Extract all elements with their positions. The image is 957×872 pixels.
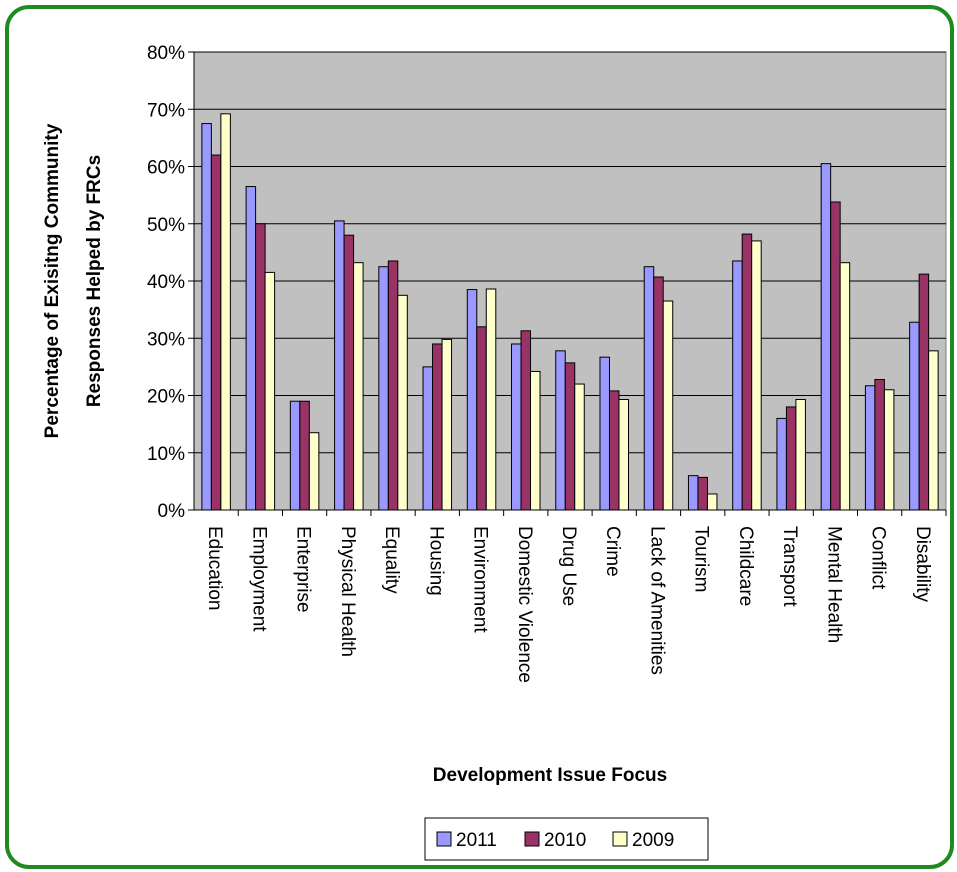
bar-2010-employment <box>255 223 266 511</box>
x-category-label: Environment <box>470 526 491 633</box>
x-category-label: Transport <box>779 526 800 607</box>
x-category-label: Education <box>204 526 225 611</box>
bar-2009-environment <box>485 288 497 511</box>
bar-2011-education <box>201 123 212 511</box>
bars <box>201 113 939 511</box>
y-tick-labels: 0% 10% 20% 30% 40% 50% 60% 70% 80% <box>147 43 185 522</box>
x-category-label: Physical Health <box>337 526 358 657</box>
y-tick-label: 0% <box>158 501 186 522</box>
bar-2010-tourism <box>697 476 708 511</box>
bar-2009-crime <box>618 399 629 511</box>
bar-2010-disability <box>918 273 930 511</box>
bar-2011-drug-use <box>555 350 566 511</box>
y-axis-title-line1: Percentage of Exisitng Community <box>42 123 63 438</box>
legend-swatch-2011 <box>436 831 452 847</box>
bar-2010-drug-use <box>564 362 576 511</box>
x-category-labels: Education Employment Enterprise Physical He… <box>204 526 933 683</box>
y-tick-label: 50% <box>147 215 185 236</box>
y-tick-label: 10% <box>147 444 185 465</box>
y-axis-title-line2: Responses Helped by FRCs <box>84 155 105 407</box>
bar-2011-tourism <box>687 475 699 511</box>
legend-swatch-2010 <box>524 831 540 847</box>
bar-2009-tourism <box>706 493 718 511</box>
x-category-label: Childcare <box>735 526 756 606</box>
x-category-label: Conflict <box>868 526 889 590</box>
bar-2009-equality <box>397 294 408 511</box>
x-category-label: Housing <box>425 526 446 596</box>
x-category-label: Drug Use <box>558 526 579 606</box>
y-tick-label: 70% <box>147 100 185 121</box>
legend-label-2010: 2010 <box>544 830 586 851</box>
y-tick-label: 30% <box>147 329 185 350</box>
y-tick-label: 60% <box>147 158 185 179</box>
bar-2011-lack-of-amenities <box>643 266 655 511</box>
x-category-label: Enterprise <box>293 526 314 613</box>
bar-2010-conflict <box>874 378 885 511</box>
x-category-label: Employment <box>248 526 269 632</box>
bar-2011-employment <box>245 186 257 511</box>
bar-2009-mental-health <box>839 262 851 511</box>
bar-2010-domestic-violence <box>520 330 532 511</box>
legend-box <box>424 817 709 861</box>
x-category-label: Disability <box>912 526 933 603</box>
axes <box>188 51 947 516</box>
bar-2010-transport <box>785 406 797 511</box>
bar-2010-housing <box>432 343 443 511</box>
bar-2011-mental-health <box>820 163 832 511</box>
bar-2009-conflict <box>883 389 895 511</box>
bar-2009-physical-health <box>353 262 364 511</box>
bar-2009-disability <box>928 350 939 511</box>
legend-swatch-2009 <box>612 831 628 847</box>
bar-2009-lack-of-amenities <box>662 300 674 511</box>
bar-2010-environment <box>476 326 487 511</box>
legend: 2011 2010 2009 <box>424 817 709 861</box>
bar-2011-childcare <box>732 260 743 511</box>
bar-2010-education <box>210 154 222 511</box>
bar-2010-physical-health <box>343 234 355 511</box>
bar-2011-housing <box>422 366 434 511</box>
bar-2011-crime <box>599 356 610 511</box>
legend-label-2011: 2011 <box>456 830 497 851</box>
bar-2011-domestic-violence <box>511 343 522 511</box>
bar-2011-enterprise <box>289 400 301 511</box>
x-category-label: Tourism <box>691 526 712 593</box>
x-axis-title: Development Issue Focus <box>433 765 667 786</box>
bar-2009-education <box>220 113 231 511</box>
bar-2011-physical-health <box>334 220 345 511</box>
x-category-label: Mental Health <box>823 526 844 643</box>
bar-2009-childcare <box>751 240 762 511</box>
bar-2010-crime <box>608 390 620 511</box>
legend-label-2009: 2009 <box>632 830 674 851</box>
bar-2009-transport <box>795 399 806 511</box>
bar-2009-enterprise <box>308 432 320 511</box>
x-category-label: Equality <box>381 526 402 594</box>
bar-2009-domestic-violence <box>530 370 541 511</box>
x-category-label: Domestic Violence <box>514 526 535 683</box>
bar-2011-transport <box>776 417 787 511</box>
bar-2011-disability <box>909 321 920 511</box>
bar-2011-environment <box>466 289 478 511</box>
bar-2009-employment <box>264 271 276 511</box>
bar-2009-housing <box>441 338 453 511</box>
bar-2010-childcare <box>741 233 753 511</box>
x-category-label: Lack of Amenities <box>646 526 667 675</box>
bar-2011-conflict <box>864 385 876 511</box>
y-tick-label: 40% <box>147 272 185 293</box>
bar-2011-equality <box>378 266 389 511</box>
bar-2010-equality <box>387 260 399 511</box>
bar-2010-enterprise <box>299 400 310 511</box>
y-tick-label: 20% <box>147 387 185 408</box>
y-tick-label: 80% <box>147 43 185 64</box>
bar-2010-mental-health <box>830 201 841 511</box>
bar-2009-drug-use <box>574 383 585 511</box>
bar-2010-lack-of-amenities <box>653 276 664 511</box>
x-category-label: Crime <box>602 526 623 577</box>
